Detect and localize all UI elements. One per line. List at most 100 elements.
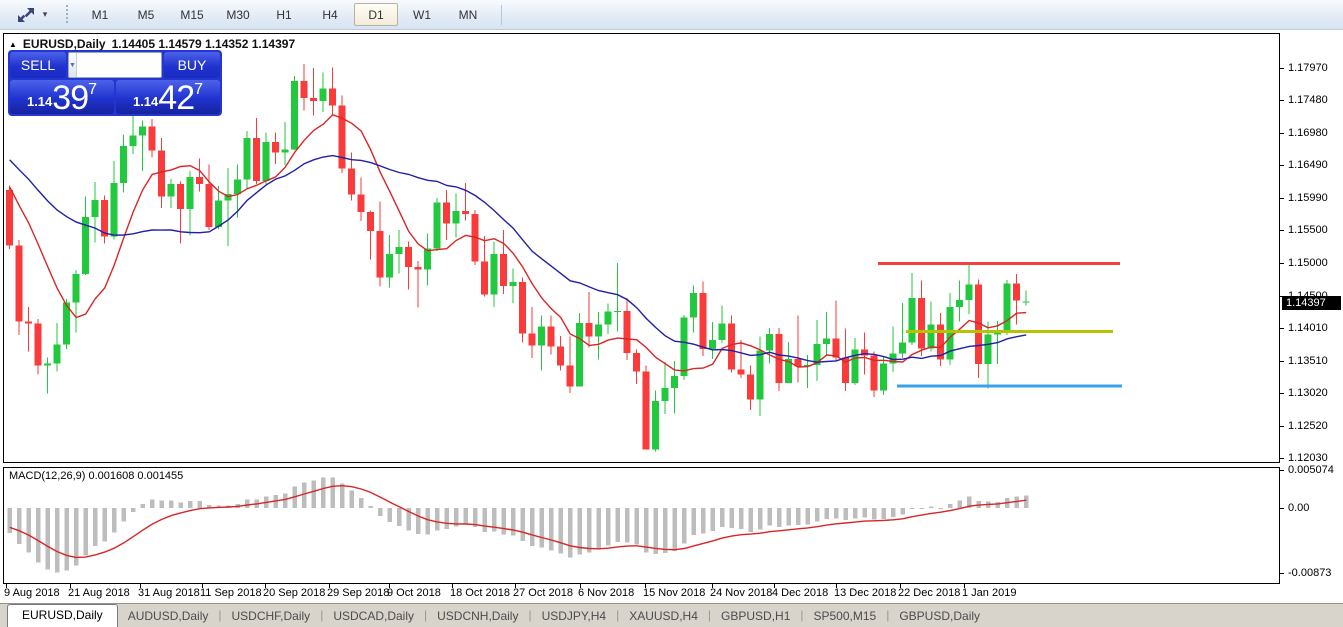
volume-input[interactable] xyxy=(76,53,161,77)
date-axis-label: 27 Oct 2018 xyxy=(513,587,573,599)
chart-title: ▲ EURUSD,Daily 1.14405 1.14579 1.14352 1… xyxy=(9,37,295,51)
date-axis-tick xyxy=(140,584,141,588)
price-axis-label: 1.15990 xyxy=(1288,192,1328,204)
date-axis-label: 31 Aug 2018 xyxy=(138,587,200,599)
timeframe-button-m30[interactable]: M30 xyxy=(226,7,250,22)
price-axis-label: 1.12030 xyxy=(1288,452,1328,464)
date-axis-label: 22 Dec 2018 xyxy=(898,587,961,599)
volume-decrease-button[interactable]: ▼ xyxy=(69,53,77,77)
chart-tab-gbpusd[interactable]: GBPUSD,Daily xyxy=(899,609,981,623)
macd-axis-label: 0.00 xyxy=(1288,502,1310,514)
macd-axis-label: -0.00873 xyxy=(1288,567,1332,579)
sell-button[interactable]: SELL xyxy=(10,52,66,78)
macd-axis-label: 0.005074 xyxy=(1288,464,1334,476)
chart-symbol-label: EURUSD,Daily xyxy=(22,37,106,51)
price-axis-label: 1.16980 xyxy=(1288,127,1328,139)
tab-separator: | xyxy=(320,607,324,622)
chart-ohlc-values: 1.14405 1.14579 1.14352 1.14397 xyxy=(111,37,296,51)
timeframe-button-h4[interactable]: H4 xyxy=(322,7,338,22)
ask-price-button[interactable]: 1.14 42 7 xyxy=(116,79,220,117)
timeframe-button-d1[interactable]: D1 xyxy=(354,3,398,26)
chart-tab-usdchf[interactable]: USDCHF,Daily xyxy=(231,609,311,623)
date-axis-label: 21 Aug 2018 xyxy=(68,587,130,599)
date-axis-label: 9 Aug 2018 xyxy=(4,587,60,599)
price-axis-label: 1.15500 xyxy=(1288,224,1328,236)
ask-price-pip: 7 xyxy=(194,81,204,98)
macd-indicator-panel[interactable] xyxy=(3,467,1280,584)
timeframe-button-m1[interactable]: M1 xyxy=(91,7,109,22)
date-axis-label: 9 Oct 2018 xyxy=(387,587,441,599)
timeframe-button-mn[interactable]: MN xyxy=(458,7,478,22)
bid-price-button[interactable]: 1.14 39 7 xyxy=(10,79,114,117)
chart-tab-audusd[interactable]: AUDUSD,Daily xyxy=(127,609,209,623)
date-axis-tick xyxy=(900,584,901,588)
date-axis-tick xyxy=(515,584,516,588)
date-axis-tick xyxy=(712,584,713,588)
chart-tab-usdjpy[interactable]: USDJPY,H4 xyxy=(541,609,607,623)
chart-tab-bar: EURUSD,Daily AUDUSD,Daily | USDCHF,Daily | US… xyxy=(0,603,1343,627)
date-axis-label: 18 Oct 2018 xyxy=(450,587,510,599)
price-axis-label: 1.17480 xyxy=(1288,94,1328,106)
timeframe-button-m15[interactable]: M15 xyxy=(180,7,204,22)
tab-separator: | xyxy=(616,607,620,622)
price-axis-tick xyxy=(1280,100,1284,101)
timeframe-button-h1[interactable]: H1 xyxy=(276,7,292,22)
price-axis-tick xyxy=(1280,133,1284,134)
chart-tab-eurusd[interactable]: EURUSD,Daily xyxy=(7,604,118,627)
chart-tab-usdcad[interactable]: USDCAD,Daily xyxy=(333,609,414,623)
macd-axis-tick xyxy=(1280,573,1284,574)
tab-separator: | xyxy=(424,607,428,622)
ask-price-big: 42 xyxy=(158,79,195,117)
chart-periods-icon[interactable] xyxy=(14,5,38,25)
date-axis-label: 6 Nov 2018 xyxy=(578,587,635,599)
bid-price-prefix: 1.14 xyxy=(26,94,53,109)
price-axis-label: 1.13510 xyxy=(1288,355,1328,367)
ask-price-prefix: 1.14 xyxy=(132,94,159,109)
date-axis-tick xyxy=(580,584,581,588)
tab-separator: | xyxy=(800,607,804,622)
date-axis-label: 24 Nov 2018 xyxy=(710,587,773,599)
price-axis-tick xyxy=(1280,458,1284,459)
toolbar-grip[interactable] xyxy=(64,4,69,25)
date-axis-tick xyxy=(6,584,7,588)
date-axis-tick xyxy=(202,584,203,588)
price-axis-label: 1.13020 xyxy=(1288,387,1328,399)
date-axis-label: 29 Sep 2018 xyxy=(327,587,390,599)
price-axis-label: 1.17970 xyxy=(1288,62,1328,74)
toolbar-dropdown-button[interactable]: ▾ xyxy=(42,9,48,19)
price-axis-tick xyxy=(1280,426,1284,427)
chart-tab-xauusd[interactable]: XAUUSD,H4 xyxy=(629,609,698,623)
price-axis-label: 1.16490 xyxy=(1288,159,1328,171)
timeframe-button-w1[interactable]: W1 xyxy=(413,7,431,22)
tab-separator: | xyxy=(707,607,712,622)
date-axis-tick xyxy=(774,584,775,588)
price-axis-tick xyxy=(1280,198,1284,199)
bid-price-pip: 7 xyxy=(88,81,98,98)
date-axis-tick xyxy=(645,584,646,588)
price-axis-label: 1.15000 xyxy=(1288,257,1328,269)
price-axis-tick xyxy=(1280,328,1284,329)
date-axis-tick xyxy=(836,584,837,588)
volume-spinner: ▼ ▲ xyxy=(68,52,162,78)
date-axis-tick xyxy=(389,584,390,588)
current-price-badge: 1.14397 xyxy=(1282,296,1341,310)
price-axis-tick xyxy=(1280,230,1284,231)
date-axis-tick xyxy=(70,584,71,588)
date-axis-tick xyxy=(265,584,266,588)
timeframe-button-m5[interactable]: M5 xyxy=(137,7,155,22)
bid-price-big: 39 xyxy=(52,79,89,117)
price-axis-tick xyxy=(1280,165,1284,166)
chart-tab-gbpusd[interactable]: GBPUSD,H1 xyxy=(721,609,791,623)
timeframe-toolbar: ▾ M1 M5 M15 M30 H1 H4 D1 W1 MN xyxy=(0,0,1343,30)
date-axis-label: 13 Dec 2018 xyxy=(834,587,897,599)
toolbar-separator xyxy=(501,4,502,25)
price-axis-label: 1.14010 xyxy=(1288,322,1328,334)
chart-tab-sp500[interactable]: SP500,M15 xyxy=(813,609,877,623)
macd-axis-tick xyxy=(1280,470,1284,471)
buy-button[interactable]: BUY xyxy=(164,52,220,78)
date-axis-label: 20 Sep 2018 xyxy=(263,587,326,599)
date-axis-tick xyxy=(964,584,965,588)
chart-tab-usdcnh[interactable]: USDCNH,Daily xyxy=(437,609,519,623)
date-axis-tick xyxy=(452,584,453,588)
